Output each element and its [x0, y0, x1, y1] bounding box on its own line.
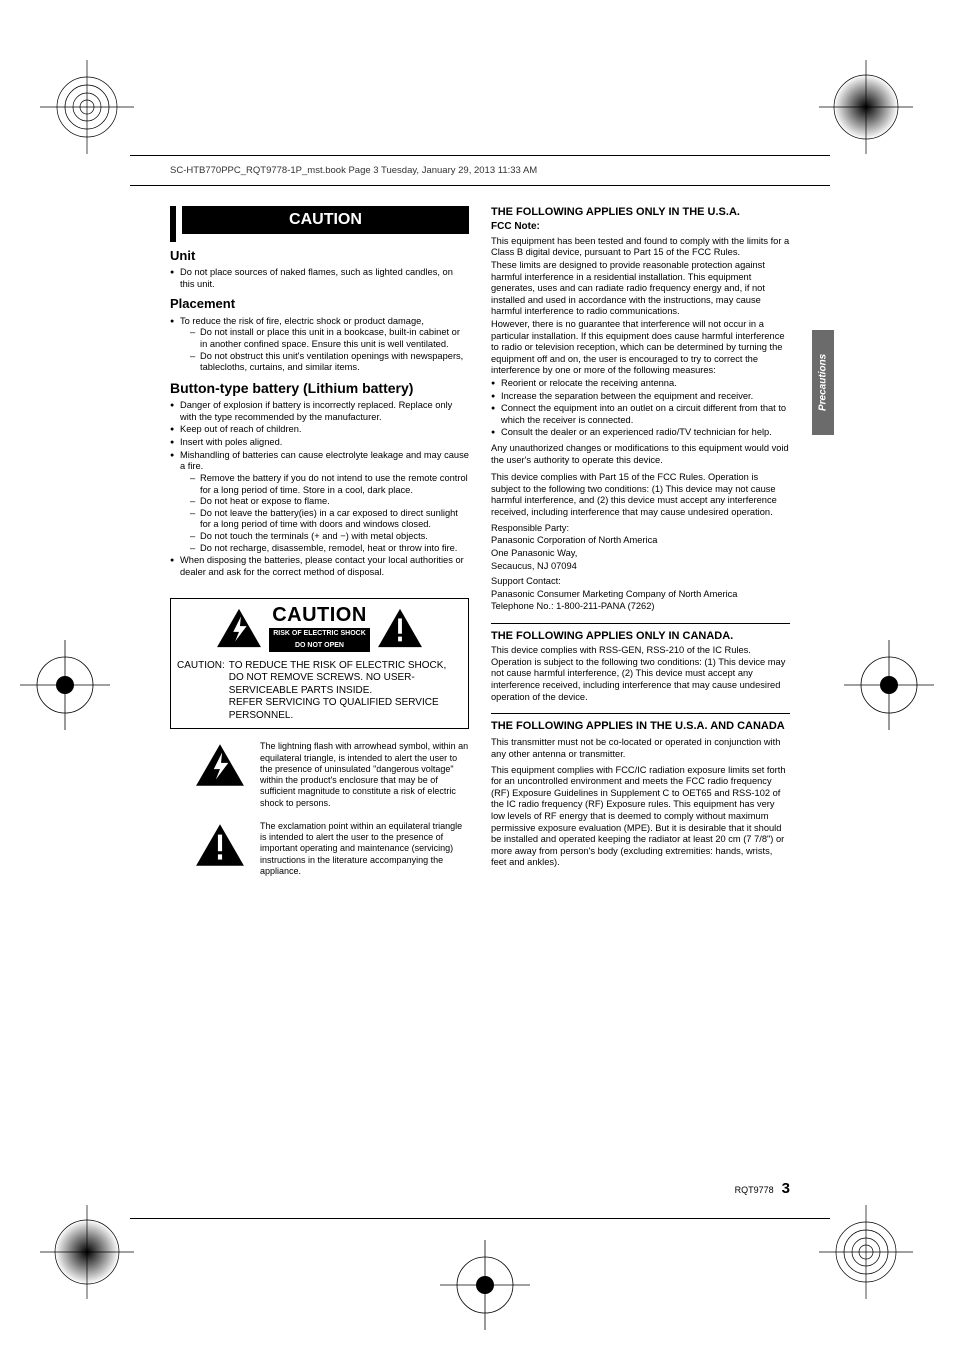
responsible-party-label: Responsible Party: — [491, 523, 790, 535]
right-column: THE FOLLOWING APPLIES ONLY IN THE U.S.A.… — [491, 206, 790, 877]
exclamation-description: The exclamation point within an equilate… — [260, 821, 469, 877]
list-item: Remove the battery if you do not intend … — [190, 473, 469, 496]
unit-list: Do not place sources of naked flames, su… — [170, 267, 469, 290]
list-item: Do not leave the battery(ies) in a car e… — [190, 508, 469, 531]
battery-list: Danger of explosion if battery is incorr… — [170, 400, 469, 578]
list-item: Reorient or relocate the receiving anten… — [491, 378, 790, 390]
unit-heading: Unit — [170, 248, 469, 264]
crop-mark-mr — [844, 640, 934, 730]
list-item: Consult the dealer or an experienced rad… — [491, 427, 790, 439]
list-item: Do not obstruct this unit's ventilation … — [190, 351, 469, 374]
body-text: Secaucus, NJ 07094 — [491, 561, 790, 573]
usa-canada-heading: THE FOLLOWING APPLIES IN THE U.S.A. AND … — [491, 720, 790, 733]
list-item: Connect the equipment into an outlet on … — [491, 403, 790, 426]
body-text: This device complies with RSS-GEN, RSS-2… — [491, 645, 790, 703]
support-contact-label: Support Contact: — [491, 576, 790, 588]
divider — [491, 623, 790, 624]
list-item: Increase the separation between the equi… — [491, 391, 790, 403]
bottom-rule — [130, 1218, 830, 1219]
page-footer: RQT9778 3 — [170, 1180, 790, 1197]
list-item: Insert with poles aligned. — [170, 437, 469, 449]
body-text: These limits are designed to provide rea… — [491, 260, 790, 318]
caution-label: CAUTION: — [177, 660, 225, 723]
body-text: Telephone No.: 1-800-211-PANA (7262) — [491, 601, 790, 613]
lightning-triangle-icon — [215, 607, 263, 649]
crop-mark-tl — [40, 60, 135, 155]
crop-mark-tr — [819, 60, 914, 155]
list-item: Do not touch the terminals (+ and −) wit… — [190, 531, 469, 543]
list-text: To reduce the risk of fire, electric sho… — [180, 316, 424, 326]
crop-mark-ml — [20, 640, 110, 730]
body-text: This equipment has been tested and found… — [491, 236, 790, 259]
header-meta: SC-HTB770PPC_RQT9778-1P_mst.book Page 3 … — [170, 165, 790, 176]
list-item: Do not install or place this unit in a b… — [190, 327, 469, 350]
page-number: 3 — [782, 1180, 790, 1197]
left-column: CAUTION Unit Do not place sources of nak… — [170, 206, 469, 877]
page-content: SC-HTB770PPC_RQT9778-1P_mst.book Page 3 … — [170, 220, 790, 877]
fcc-note-label: FCC Note: — [491, 221, 790, 234]
usa-heading: THE FOLLOWING APPLIES ONLY IN THE U.S.A. — [491, 206, 790, 219]
body-text: Panasonic Corporation of North America — [491, 535, 790, 547]
crop-mark-bl — [40, 1205, 135, 1300]
body-text: This equipment complies with FCC/IC radi… — [491, 765, 790, 869]
placement-heading: Placement — [170, 296, 469, 312]
fcc-measures-list: Reorient or relocate the receiving anten… — [491, 378, 790, 439]
exclamation-triangle-icon — [194, 821, 246, 869]
body-text: This transmitter must not be co-located … — [491, 737, 790, 760]
crop-mark-br — [819, 1205, 914, 1300]
body-text: However, there is no guarantee that inte… — [491, 319, 790, 377]
list-item: Mishandling of batteries can cause elect… — [170, 450, 469, 554]
lightning-description: The lightning flash with arrowhead symbo… — [260, 741, 469, 809]
side-tab-precautions: Precautions — [812, 330, 834, 435]
risk-label-1: RISK OF ELECTRIC SHOCK — [269, 628, 370, 640]
divider — [491, 713, 790, 714]
placement-sublist: Do not install or place this unit in a b… — [190, 327, 469, 373]
list-item: Danger of explosion if battery is incorr… — [170, 400, 469, 423]
caution-warning-box: CAUTION RISK OF ELECTRIC SHOCK DO NOT OP… — [170, 598, 469, 729]
caution-body: TO REDUCE THE RISK OF ELECTRIC SHOCK, DO… — [229, 660, 462, 723]
placement-list: To reduce the risk of fire, electric sho… — [170, 316, 469, 374]
risk-label-2: DO NOT OPEN — [269, 640, 370, 652]
lightning-triangle-icon — [194, 741, 246, 789]
list-item: Do not place sources of naked flames, su… — [170, 267, 469, 290]
caution-banner: CAUTION — [182, 206, 469, 234]
body-text: Any unauthorized changes or modification… — [491, 443, 790, 466]
list-item: Do not recharge, disassemble, remodel, h… — [190, 543, 469, 555]
caution-title: CAUTION — [269, 603, 370, 628]
battery-sublist: Remove the battery if you do not intend … — [190, 473, 469, 554]
battery-heading: Button-type battery (Lithium battery) — [170, 380, 469, 398]
body-text: Panasonic Consumer Marketing Company of … — [491, 589, 790, 601]
canada-heading: THE FOLLOWING APPLIES ONLY IN CANADA. — [491, 630, 790, 643]
list-item: When disposing the batteries, please con… — [170, 555, 469, 578]
body-text: This device complies with Part 15 of the… — [491, 472, 790, 518]
list-item: Keep out of reach of children. — [170, 424, 469, 436]
body-text: One Panasonic Way, — [491, 548, 790, 560]
list-item: Do not heat or expose to flame. — [190, 496, 469, 508]
exclamation-triangle-icon — [376, 607, 424, 649]
doc-code: RQT9778 — [735, 1185, 774, 1195]
crop-mark-bc — [440, 1240, 530, 1330]
list-text: Mishandling of batteries can cause elect… — [180, 450, 469, 472]
top-rule — [130, 155, 830, 156]
list-item: To reduce the risk of fire, electric sho… — [170, 316, 469, 374]
top-rule-2 — [130, 185, 830, 186]
